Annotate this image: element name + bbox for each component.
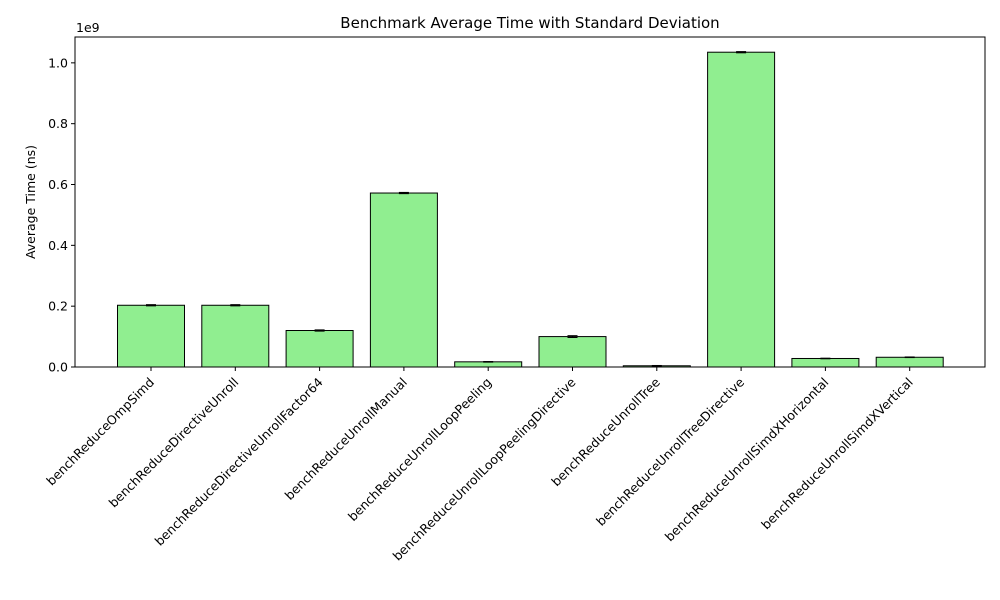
y-tick-label: 0.6: [48, 177, 68, 192]
y-axis-ticks: 0.0 0.2 0.4 0.6 0.8 1.0: [48, 55, 75, 375]
y-tick-label: 0.8: [48, 116, 68, 131]
bar: [369, 192, 438, 368]
bar: [285, 330, 354, 368]
bars: [117, 51, 944, 368]
y-tick-label: 0.0: [48, 360, 68, 375]
bar: [201, 304, 270, 368]
y-axis-label: Average Time (ns): [23, 145, 38, 259]
chart-title: Benchmark Average Time with Standard Dev…: [340, 14, 719, 32]
y-offset-text: 1e9: [76, 20, 100, 35]
bar: [538, 336, 607, 368]
bar: [875, 356, 944, 368]
plot-frame: [74, 36, 986, 368]
y-tick-label: 0.2: [48, 299, 68, 314]
bar: [117, 304, 185, 368]
bar: [791, 357, 860, 368]
y-tick-label: 1.0: [48, 55, 68, 70]
bar: [707, 51, 776, 368]
y-tick-label: 0.4: [48, 238, 68, 253]
